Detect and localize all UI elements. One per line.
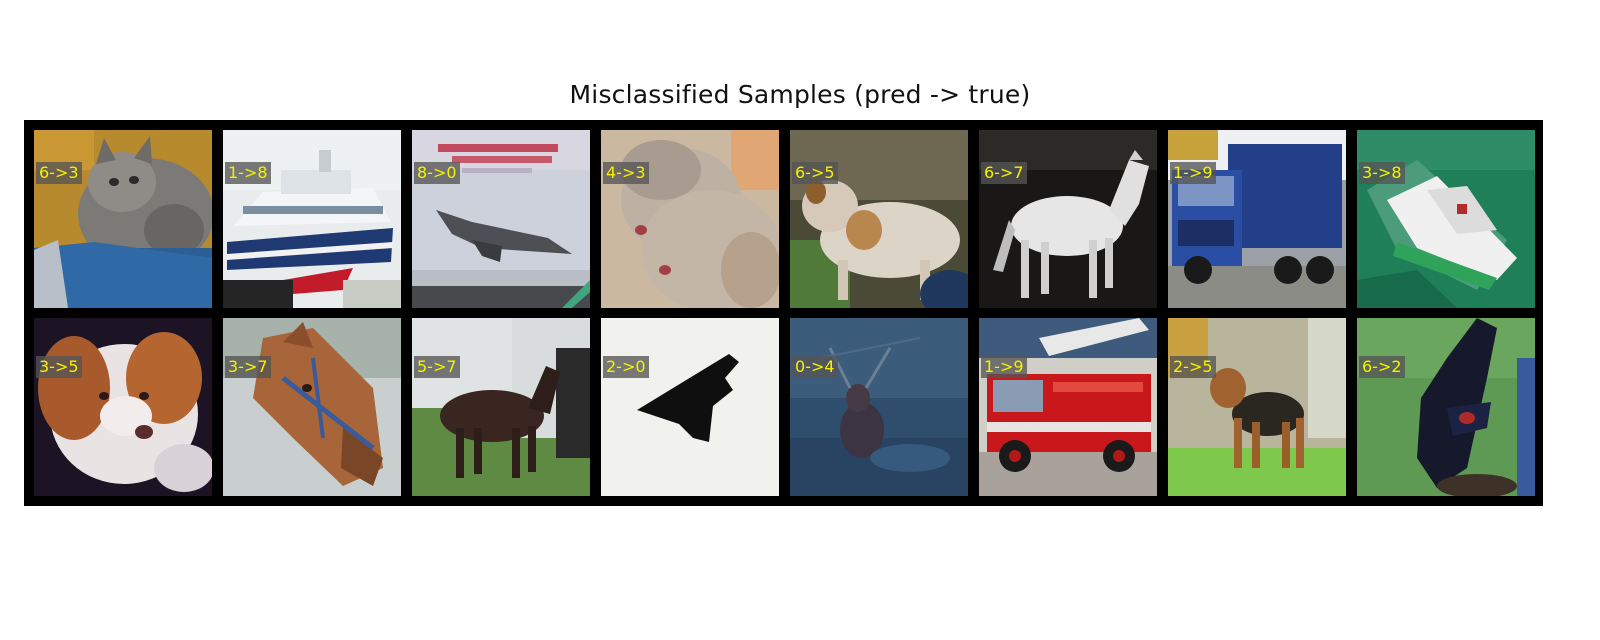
sample-image-horse-2 (223, 318, 401, 496)
sample-label: 4->3 (603, 162, 649, 184)
sample-tile-horse-3: 5->7 (412, 318, 590, 496)
sample-label: 2->0 (603, 356, 649, 378)
sample-image-dog-2 (34, 318, 212, 496)
sample-image-horse (979, 130, 1157, 308)
sample-tile-cat: 6->3 (34, 130, 212, 308)
sample-tile-airplane: 8->0 (412, 130, 590, 308)
sample-label: 1->9 (1170, 162, 1216, 184)
sample-image-dog-3 (1168, 318, 1346, 496)
sample-label: 6->7 (981, 162, 1027, 184)
sample-tile-ship: 1->8 (223, 130, 401, 308)
sample-image-truck (1168, 130, 1346, 308)
sample-image-ship (223, 130, 401, 308)
sample-image-truck-2 (979, 318, 1157, 496)
sample-label: 6->2 (1359, 356, 1405, 378)
sample-tile-horse-2: 3->7 (223, 318, 401, 496)
sample-image-cat (34, 130, 212, 308)
sample-tile-horse: 6->7 (979, 130, 1157, 308)
sample-label: 6->5 (792, 162, 838, 184)
sample-tile-truck-2: 1->9 (979, 318, 1157, 496)
sample-image-deer (790, 318, 968, 496)
sample-label: 1->8 (225, 162, 271, 184)
sample-image-cat-2 (601, 130, 779, 308)
sample-image-dog (790, 130, 968, 308)
sample-tile-dog: 6->5 (790, 130, 968, 308)
sample-label: 0->4 (792, 356, 838, 378)
sample-label: 3->8 (1359, 162, 1405, 184)
figure-title: Misclassified Samples (pred -> true) (569, 80, 1031, 109)
sample-tile-truck: 1->9 (1168, 130, 1346, 308)
sample-tile-dog-3: 2->5 (1168, 318, 1346, 496)
sample-tile-cat-2: 4->3 (601, 130, 779, 308)
sample-label: 1->9 (981, 356, 1027, 378)
sample-label: 5->7 (414, 356, 460, 378)
sample-image-bird (1357, 318, 1535, 496)
sample-tile-deer: 0->4 (790, 318, 968, 496)
sample-tile-bird: 6->2 (1357, 318, 1535, 496)
sample-tile-airplane-2: 2->0 (601, 318, 779, 496)
sample-image-ship-2 (1357, 130, 1535, 308)
image-grid: 6->3 1->8 8 (24, 120, 1543, 506)
sample-tile-ship-2: 3->8 (1357, 130, 1535, 308)
sample-image-horse-3 (412, 318, 590, 496)
sample-label: 3->5 (36, 356, 82, 378)
sample-label: 2->5 (1170, 356, 1216, 378)
sample-label: 6->3 (36, 162, 82, 184)
sample-image-airplane (412, 130, 590, 308)
sample-label: 3->7 (225, 356, 271, 378)
sample-tile-dog-2: 3->5 (34, 318, 212, 496)
sample-image-airplane-2 (601, 318, 779, 496)
sample-label: 8->0 (414, 162, 460, 184)
